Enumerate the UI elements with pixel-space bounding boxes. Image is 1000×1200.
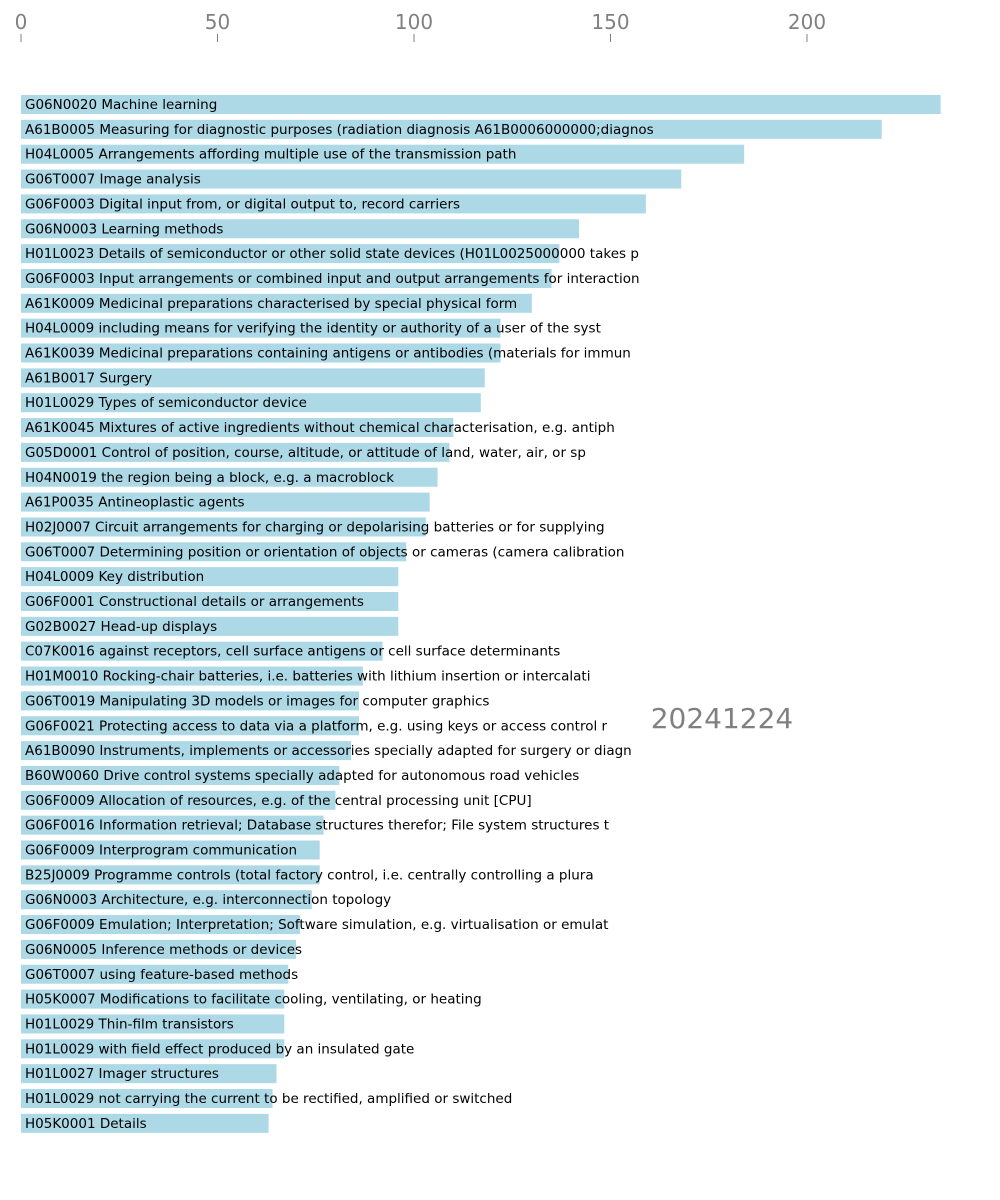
bar-label: G06N0020 Machine learning: [25, 97, 217, 113]
bar-label: A61K0009 Medicinal preparations characte…: [25, 296, 517, 312]
x-tick-label: 0: [15, 10, 28, 34]
bar: [21, 393, 481, 413]
bar: [21, 219, 580, 239]
bar-label: A61K0039 Medicinal preparations containi…: [25, 346, 631, 362]
bar-label: G06F0021 Protecting access to data via a…: [25, 718, 608, 734]
bar: [21, 592, 399, 611]
bar: [21, 567, 399, 587]
bar: [21, 268, 552, 288]
bar: [21, 119, 882, 139]
bar: [21, 492, 430, 512]
bar-label: G06N0005 Inference methods or devices: [25, 942, 302, 958]
bar-label: A61B0017 Surgery: [25, 370, 152, 386]
bar: [21, 542, 407, 562]
bar-label: H01L0027 Imager structures: [25, 1066, 219, 1082]
bars-group: [21, 95, 941, 1133]
bar-label: G06F0009 Emulation; Interpretation; Soft…: [25, 917, 608, 933]
bar: [21, 915, 301, 935]
bar-label: G06F0016 Information retrieval; Database…: [25, 818, 609, 834]
bar-label: H05K0007 Modifications to facilitate coo…: [25, 992, 482, 1008]
bar: [21, 368, 485, 388]
bar-label: G06T0019 Manipulating 3D models or image…: [25, 693, 489, 709]
bar-label: H01L0029 with field effect produced by a…: [25, 1041, 414, 1057]
bar: [21, 517, 426, 537]
bar-label: G06F0003 Input arrangements or combined …: [25, 271, 640, 287]
bar-label: C07K0016 against receptors, cell surface…: [25, 644, 560, 660]
bar-label: A61P0035 Antineoplastic agents: [25, 495, 245, 511]
bar-label: G02B0027 Head-up displays: [25, 619, 217, 635]
date-annotation: 20241224: [651, 702, 794, 735]
bar-label: H01L0029 not carrying the current to be …: [25, 1091, 512, 1107]
bar: [21, 442, 450, 462]
bar: [21, 691, 359, 711]
bar-label: B60W0060 Drive control systems specially…: [25, 768, 579, 784]
bar: [21, 989, 285, 1009]
x-tick-label: 200: [788, 10, 826, 34]
bar: [21, 467, 438, 487]
bar-label: G06T0007 Image analysis: [25, 172, 201, 188]
bar: [21, 293, 532, 313]
bar: [21, 1089, 273, 1108]
bar-label: H02J0007 Circuit arrangements for chargi…: [25, 519, 605, 535]
bar: [21, 194, 646, 214]
x-axis: 0 50 100 150 200: [15, 10, 826, 42]
bar: [21, 169, 682, 189]
bar: [21, 1064, 277, 1084]
bar: [21, 939, 297, 959]
bar: [21, 418, 454, 438]
bar-label: H04L0009 including means for verifying t…: [25, 321, 601, 337]
bar-label: G06F0001 Constructional details or arran…: [25, 594, 364, 610]
bar: [21, 865, 320, 885]
bar-label: H01L0029 Types of semiconductor device: [25, 395, 307, 411]
bar-label: G06N0003 Learning methods: [25, 221, 223, 237]
bar-label: H01L0023 Details of semiconductor or oth…: [25, 246, 639, 262]
bar-labels-group: G06N0020 Machine learning A61B0005 Measur…: [25, 97, 654, 1132]
bar: [21, 964, 289, 984]
bar-label: H01M0010 Rocking-chair batteries, i.e. b…: [25, 669, 590, 685]
bar: [21, 1113, 269, 1133]
bar-label: G06T0007 Determining position or orienta…: [25, 544, 624, 560]
bar-label: H04L0005 Arrangements affording multiple…: [25, 147, 516, 163]
bar-label: A61K0045 Mixtures of active ingredients …: [25, 420, 615, 436]
bar: [21, 641, 383, 661]
bar: [21, 318, 501, 338]
bar-label: B25J0009 Programme controls (total facto…: [25, 867, 594, 883]
bar: [21, 741, 352, 761]
x-tick-label: 150: [591, 10, 629, 34]
bar-label: G06F0009 Interprogram communication: [25, 843, 297, 859]
bar: [21, 1039, 285, 1059]
bar: [21, 790, 336, 810]
bar: [21, 95, 941, 114]
bar: [21, 765, 340, 785]
bar-label: G06F0003 Digital input from, or digital …: [25, 196, 460, 212]
bar-label: G05D0001 Control of position, course, al…: [25, 445, 586, 461]
bar-label: H05K0001 Details: [25, 1116, 147, 1132]
bar-label: A61B0005 Measuring for diagnostic purpos…: [25, 122, 654, 138]
bar-label: A61B0090 Instruments, implements or acce…: [25, 743, 632, 759]
bar: [21, 616, 399, 636]
x-tick-label: 100: [395, 10, 433, 34]
bar-label: G06N0003 Architecture, e.g. interconnect…: [25, 892, 391, 908]
bar-label: H01L0029 Thin-film transistors: [25, 1016, 234, 1032]
bar: [21, 815, 324, 835]
bar-label: H04N0019 the region being a block, e.g. …: [25, 470, 394, 486]
bar-label: G06T0007 using feature-based methods: [25, 967, 298, 983]
bar: [21, 890, 312, 910]
bar: [21, 840, 320, 860]
bar: [21, 666, 363, 686]
bar: [21, 244, 560, 264]
bar-label: H04L0009 Key distribution: [25, 569, 204, 585]
bar: [21, 1014, 285, 1034]
bar: [21, 343, 501, 363]
bar-label: G06F0009 Allocation of resources, e.g. o…: [25, 793, 532, 809]
bar: [21, 144, 745, 164]
bar: [21, 716, 359, 736]
x-tick-label: 50: [205, 10, 230, 34]
